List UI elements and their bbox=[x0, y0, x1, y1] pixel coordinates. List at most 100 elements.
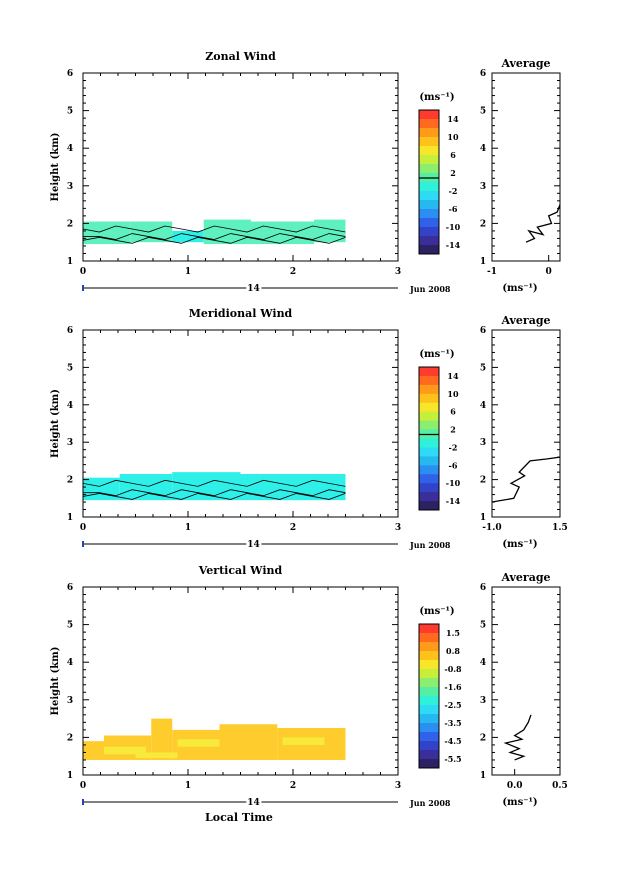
colorbar-segment bbox=[419, 209, 439, 219]
colorbar-label: -14 bbox=[446, 496, 461, 506]
day-label: 14 bbox=[247, 540, 260, 550]
profile-y-tick-label: 3 bbox=[480, 438, 486, 448]
profile-y-tick-label: 4 bbox=[480, 144, 486, 154]
colorbar-segment bbox=[419, 367, 439, 377]
y-tick-label: 6 bbox=[67, 69, 73, 79]
colorbar-segment bbox=[419, 384, 439, 395]
colorbar-label: 10 bbox=[447, 389, 459, 399]
colorbar-frame bbox=[418, 623, 440, 769]
profile-y-tick-label: 5 bbox=[480, 621, 486, 631]
colorbar-label: 2 bbox=[450, 425, 456, 435]
colorbar-segment bbox=[419, 624, 439, 634]
colorbar-segment bbox=[419, 110, 439, 120]
colorbar-segment bbox=[419, 375, 439, 386]
x-tick-label: 3 bbox=[395, 523, 401, 533]
month-label: Jun 2008 bbox=[409, 284, 451, 294]
profile-y-tick-label: 5 bbox=[480, 107, 486, 117]
panel-title: Meridional Wind bbox=[189, 307, 293, 320]
y-axis-label: Height (km) bbox=[50, 389, 61, 458]
colorbar-segment bbox=[419, 714, 439, 724]
colorbar-segment bbox=[419, 642, 439, 652]
data-cell bbox=[83, 221, 131, 245]
data-cell-light bbox=[282, 737, 325, 745]
colorbar-segment bbox=[419, 474, 439, 484]
data-cell bbox=[219, 724, 278, 760]
colorbar-segment bbox=[419, 191, 439, 201]
profile-y-tick-label: 1 bbox=[480, 257, 486, 267]
profile-x-tick-label: 0.5 bbox=[552, 781, 568, 791]
data-cell bbox=[172, 472, 241, 501]
colorbar-segment bbox=[419, 402, 439, 413]
colorbar-segment bbox=[419, 447, 439, 457]
colorbar-label: 14 bbox=[447, 114, 459, 124]
x-tick-label: 1 bbox=[185, 781, 191, 791]
colorbar-label: -2 bbox=[449, 186, 458, 196]
colorbar-label: 10 bbox=[447, 132, 459, 142]
y-tick-label: 2 bbox=[67, 476, 73, 486]
profile-title: Average bbox=[500, 314, 550, 327]
month-label: Jun 2008 bbox=[409, 798, 451, 808]
profile-line bbox=[525, 204, 561, 243]
y-tick-label: 5 bbox=[67, 621, 73, 631]
y-tick-label: 4 bbox=[67, 658, 73, 668]
y-tick-label: 3 bbox=[67, 182, 73, 192]
profile-y-tick-label: 5 bbox=[480, 363, 486, 373]
profile-y-tick-label: 6 bbox=[480, 326, 486, 336]
colorbar-segment bbox=[419, 687, 439, 697]
profile-y-tick-label: 4 bbox=[480, 658, 486, 668]
colorbar-unit: (ms⁻¹) bbox=[419, 349, 454, 360]
colorbar-segment bbox=[419, 164, 439, 174]
day-label: 14 bbox=[247, 798, 260, 808]
profile-title: Average bbox=[500, 571, 550, 584]
x-tick-label: 2 bbox=[290, 267, 296, 277]
x-tick-label: 1 bbox=[185, 523, 191, 533]
profile-line bbox=[491, 456, 561, 503]
colorbar-segment bbox=[419, 245, 439, 255]
profile-y-tick-label: 1 bbox=[480, 771, 486, 781]
colorbar-frame bbox=[418, 109, 440, 255]
y-tick-label: 4 bbox=[67, 401, 73, 411]
profile-x-tick-label: 1.5 bbox=[552, 523, 568, 533]
colorbar-segment bbox=[419, 732, 439, 742]
x-tick-label: 0 bbox=[80, 523, 86, 533]
colorbar-segment bbox=[419, 705, 439, 715]
x-tick-label: 0 bbox=[80, 267, 86, 277]
contour-line bbox=[82, 225, 346, 233]
colorbar-segment bbox=[419, 182, 439, 192]
profile-y-tick-label: 6 bbox=[480, 583, 486, 593]
data-cell bbox=[83, 741, 104, 760]
y-tick-label: 1 bbox=[67, 771, 73, 781]
profile-x-tick-label: 0 bbox=[546, 267, 552, 277]
colorbar-segment bbox=[419, 651, 439, 661]
contour-line bbox=[83, 489, 346, 497]
day-label: 14 bbox=[247, 284, 260, 294]
colorbar-segment bbox=[419, 137, 439, 147]
profile-x-tick-label: -1 bbox=[487, 267, 497, 277]
contour-line bbox=[82, 236, 346, 244]
colorbar-label: -5.5 bbox=[444, 754, 461, 764]
local-time-label: Local Time bbox=[205, 811, 273, 824]
profile-y-tick-label: 1 bbox=[480, 513, 486, 523]
y-tick-label: 1 bbox=[67, 257, 73, 267]
profile-y-tick-label: 3 bbox=[480, 696, 486, 706]
data-cell-light bbox=[135, 752, 178, 759]
month-label: Jun 2008 bbox=[409, 540, 451, 550]
data-cell bbox=[251, 221, 314, 245]
y-tick-label: 4 bbox=[67, 144, 73, 154]
x-tick-label: 2 bbox=[290, 523, 296, 533]
colorbar-segment bbox=[419, 483, 439, 493]
colorbar-segment bbox=[419, 236, 439, 246]
y-tick-label: 5 bbox=[67, 363, 73, 373]
colorbar-label: 1.5 bbox=[446, 628, 460, 638]
panel-title: Vertical Wind bbox=[198, 564, 283, 577]
colorbar-frame bbox=[418, 366, 440, 511]
colorbar-segment bbox=[419, 678, 439, 688]
contour-line bbox=[82, 493, 346, 500]
colorbar-segment bbox=[419, 669, 439, 679]
y-tick-label: 6 bbox=[67, 583, 73, 593]
colorbar-segment bbox=[419, 759, 439, 769]
x-tick-label: 0 bbox=[80, 781, 86, 791]
contour-line bbox=[82, 479, 346, 487]
colorbar-label: -6 bbox=[449, 460, 458, 470]
colorbar-segment bbox=[419, 501, 439, 511]
